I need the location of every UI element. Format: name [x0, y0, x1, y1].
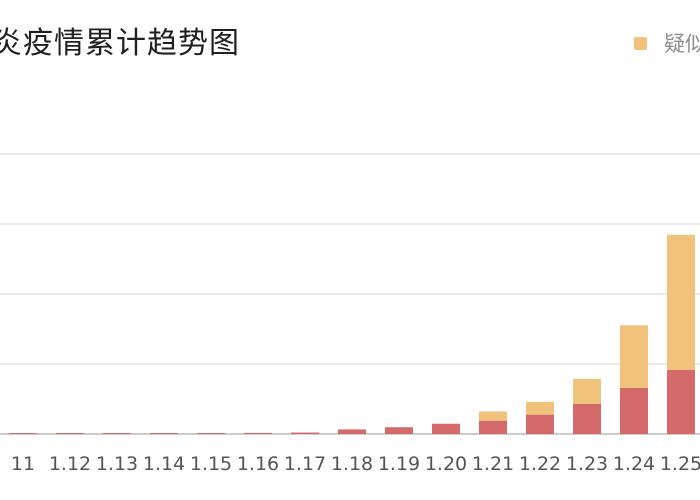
- bar-suspected-1.24[interactable]: [620, 325, 648, 388]
- bar-series-1-1.24[interactable]: [620, 387, 648, 434]
- x-tick-label: 1.16: [237, 453, 279, 475]
- legend-swatch-suspected: [634, 36, 647, 50]
- bar-series-1-1.20[interactable]: [432, 423, 460, 434]
- x-tick-label: 11: [11, 453, 35, 475]
- chart-title: 炎疫情累计趋势图: [0, 26, 240, 61]
- bar-series-1-1.22[interactable]: [526, 414, 554, 434]
- legend-label-suspected: 疑似: [664, 32, 700, 56]
- x-tick-label: 1.14: [143, 453, 185, 475]
- x-tick-label: 1.15: [190, 453, 232, 475]
- bar-series-1-1.13[interactable]: [103, 433, 131, 434]
- bar-series-1-1.16[interactable]: [244, 432, 272, 434]
- x-tick-label: 1.21: [472, 453, 514, 475]
- legend[interactable]: 疑似: [634, 28, 700, 58]
- bar-series-1-1.19[interactable]: [385, 427, 413, 434]
- bar-series-1-1.12[interactable]: [56, 433, 84, 434]
- bar-suspected-1.25[interactable]: [667, 234, 695, 370]
- x-tick-label: 1.23: [566, 453, 608, 475]
- bar-series-1-1.17[interactable]: [291, 432, 319, 434]
- bar-suspected-1.22[interactable]: [526, 401, 554, 415]
- x-tick-label: 1.20: [425, 453, 467, 475]
- bar-suspected-1.23[interactable]: [573, 378, 601, 404]
- x-tick-label: 1.22: [519, 453, 561, 475]
- x-tick-label: 1.18: [331, 453, 373, 475]
- bar-series-1-1.25[interactable]: [667, 369, 695, 434]
- x-tick-label: 1.24: [613, 453, 655, 475]
- x-tick-label: 1.19: [378, 453, 420, 475]
- x-tick-label: 1.17: [284, 453, 326, 475]
- bar-series-1-1.14[interactable]: [150, 433, 178, 434]
- bar-series-1-1.23[interactable]: [573, 403, 601, 434]
- x-tick-label: 1.25: [660, 453, 700, 475]
- bar-suspected-1.21[interactable]: [479, 411, 507, 421]
- bar-series-1-1.21[interactable]: [479, 420, 507, 434]
- x-tick-label: 1.12: [49, 453, 91, 475]
- bar-series-1-1.11[interactable]: [9, 433, 37, 434]
- x-tick-label: 1.13: [96, 453, 138, 475]
- bar-series-1-1.15[interactable]: [197, 433, 225, 434]
- bar-series-1-1.18[interactable]: [338, 429, 366, 434]
